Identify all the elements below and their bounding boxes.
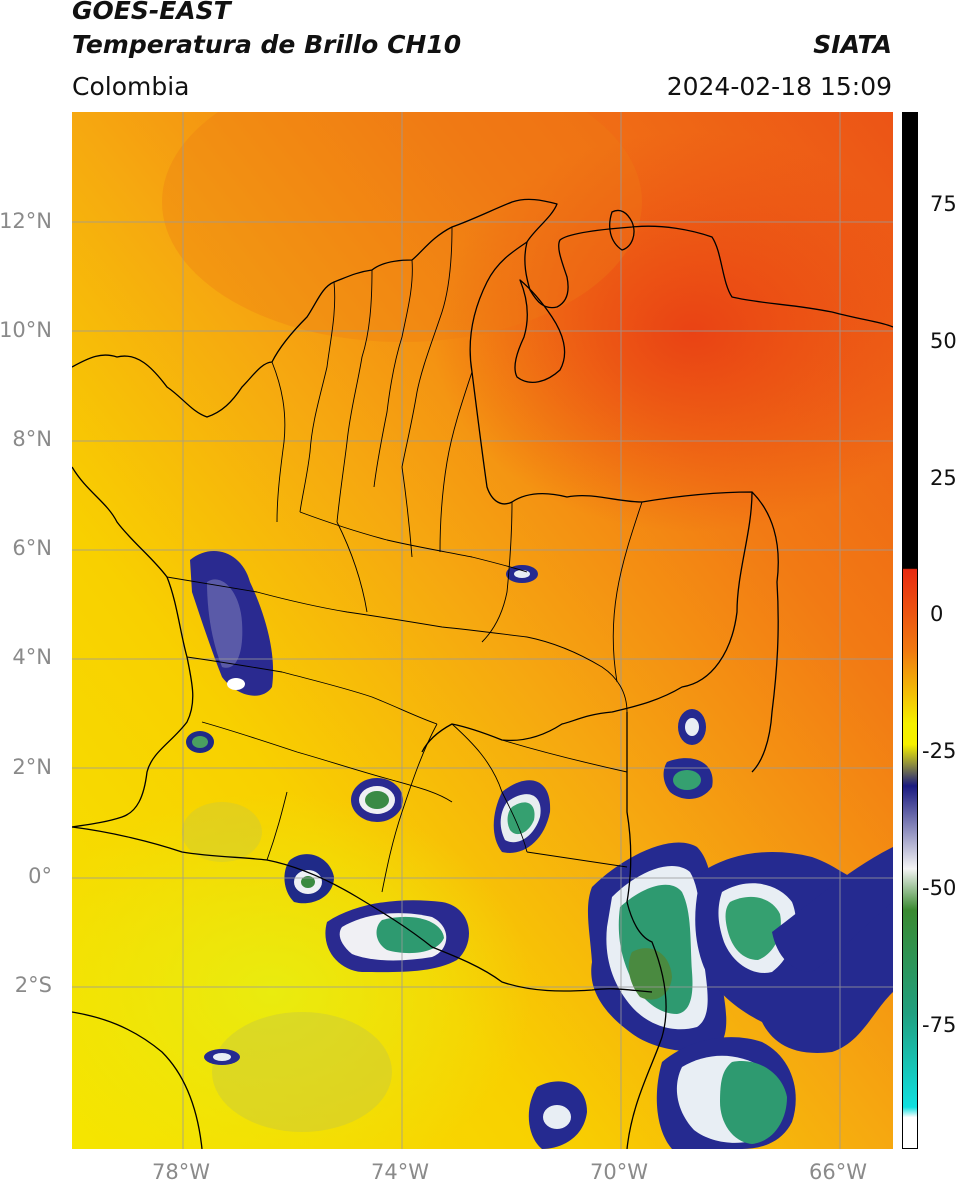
colorbar-tick-label: 75 [930,192,957,216]
olive-haze [212,1012,392,1132]
graticule [72,112,893,1149]
region-label: Colombia [72,72,190,101]
lat-tick-label: 6°N [12,536,52,560]
lon-tick-label: 78°W [152,1160,210,1184]
coastline-pacific [72,466,194,828]
department-borders [166,226,643,893]
cool-region-south [72,792,532,1149]
lat-tick-label: 12°N [0,209,52,233]
lake-maracaibo [514,279,566,383]
colorbar-tick-label: -25 [922,739,957,763]
cloud-cell-caqueta [351,778,403,822]
lat-tick-label: 10°N [0,318,52,342]
product-title: Temperatura de Brillo CH10 [72,30,462,59]
lat-tick-label: 0° [28,864,52,888]
paraguana-peninsula [609,209,635,251]
colorbar-tick-label: -50 [922,876,957,900]
lon-tick-label: 70°W [590,1160,648,1184]
lat-tick-label: 2°S [14,973,52,997]
satellite-title: GOES-EAST [72,0,231,25]
lat-tick-label: 2°N [12,755,52,779]
coastline-caribbean [72,198,893,418]
timestamp-label: 2024-02-18 15:09 [666,72,892,101]
cloud-system-guaviare [493,780,551,853]
cloud-cell-ecuador [284,854,334,904]
lon-tick-label: 74°W [371,1160,429,1184]
cloud-system-southwest [204,565,587,1149]
warm-region [432,132,893,532]
colorbar-tick-label: 50 [930,329,957,353]
border-ecuador-peru [72,1011,203,1149]
lat-tick-label: 4°N [12,645,52,669]
lat-tick-label: 8°N [12,427,52,451]
river-orinoco-basin [751,491,779,773]
colorbar [902,112,918,1149]
olive-haze [182,802,262,862]
organization-label: SIATA [813,30,892,59]
colorbar-tick-label: 25 [930,466,957,490]
colorbar-tick-label: -75 [922,1013,957,1037]
cloud-system-southeast [656,1037,796,1149]
brightness-temperature-map [72,112,893,1149]
border-colombia-brazil [626,712,667,1149]
cloud-system-choco [190,551,274,696]
border-colombia-peru-ecuador [72,826,653,993]
cloud-cell-pacific [186,731,214,753]
colorbar-tick-label: 0 [930,602,944,626]
cloud-system-putumayo [325,900,469,973]
lon-tick-label: 66°W [809,1160,867,1184]
borders [72,198,893,1149]
